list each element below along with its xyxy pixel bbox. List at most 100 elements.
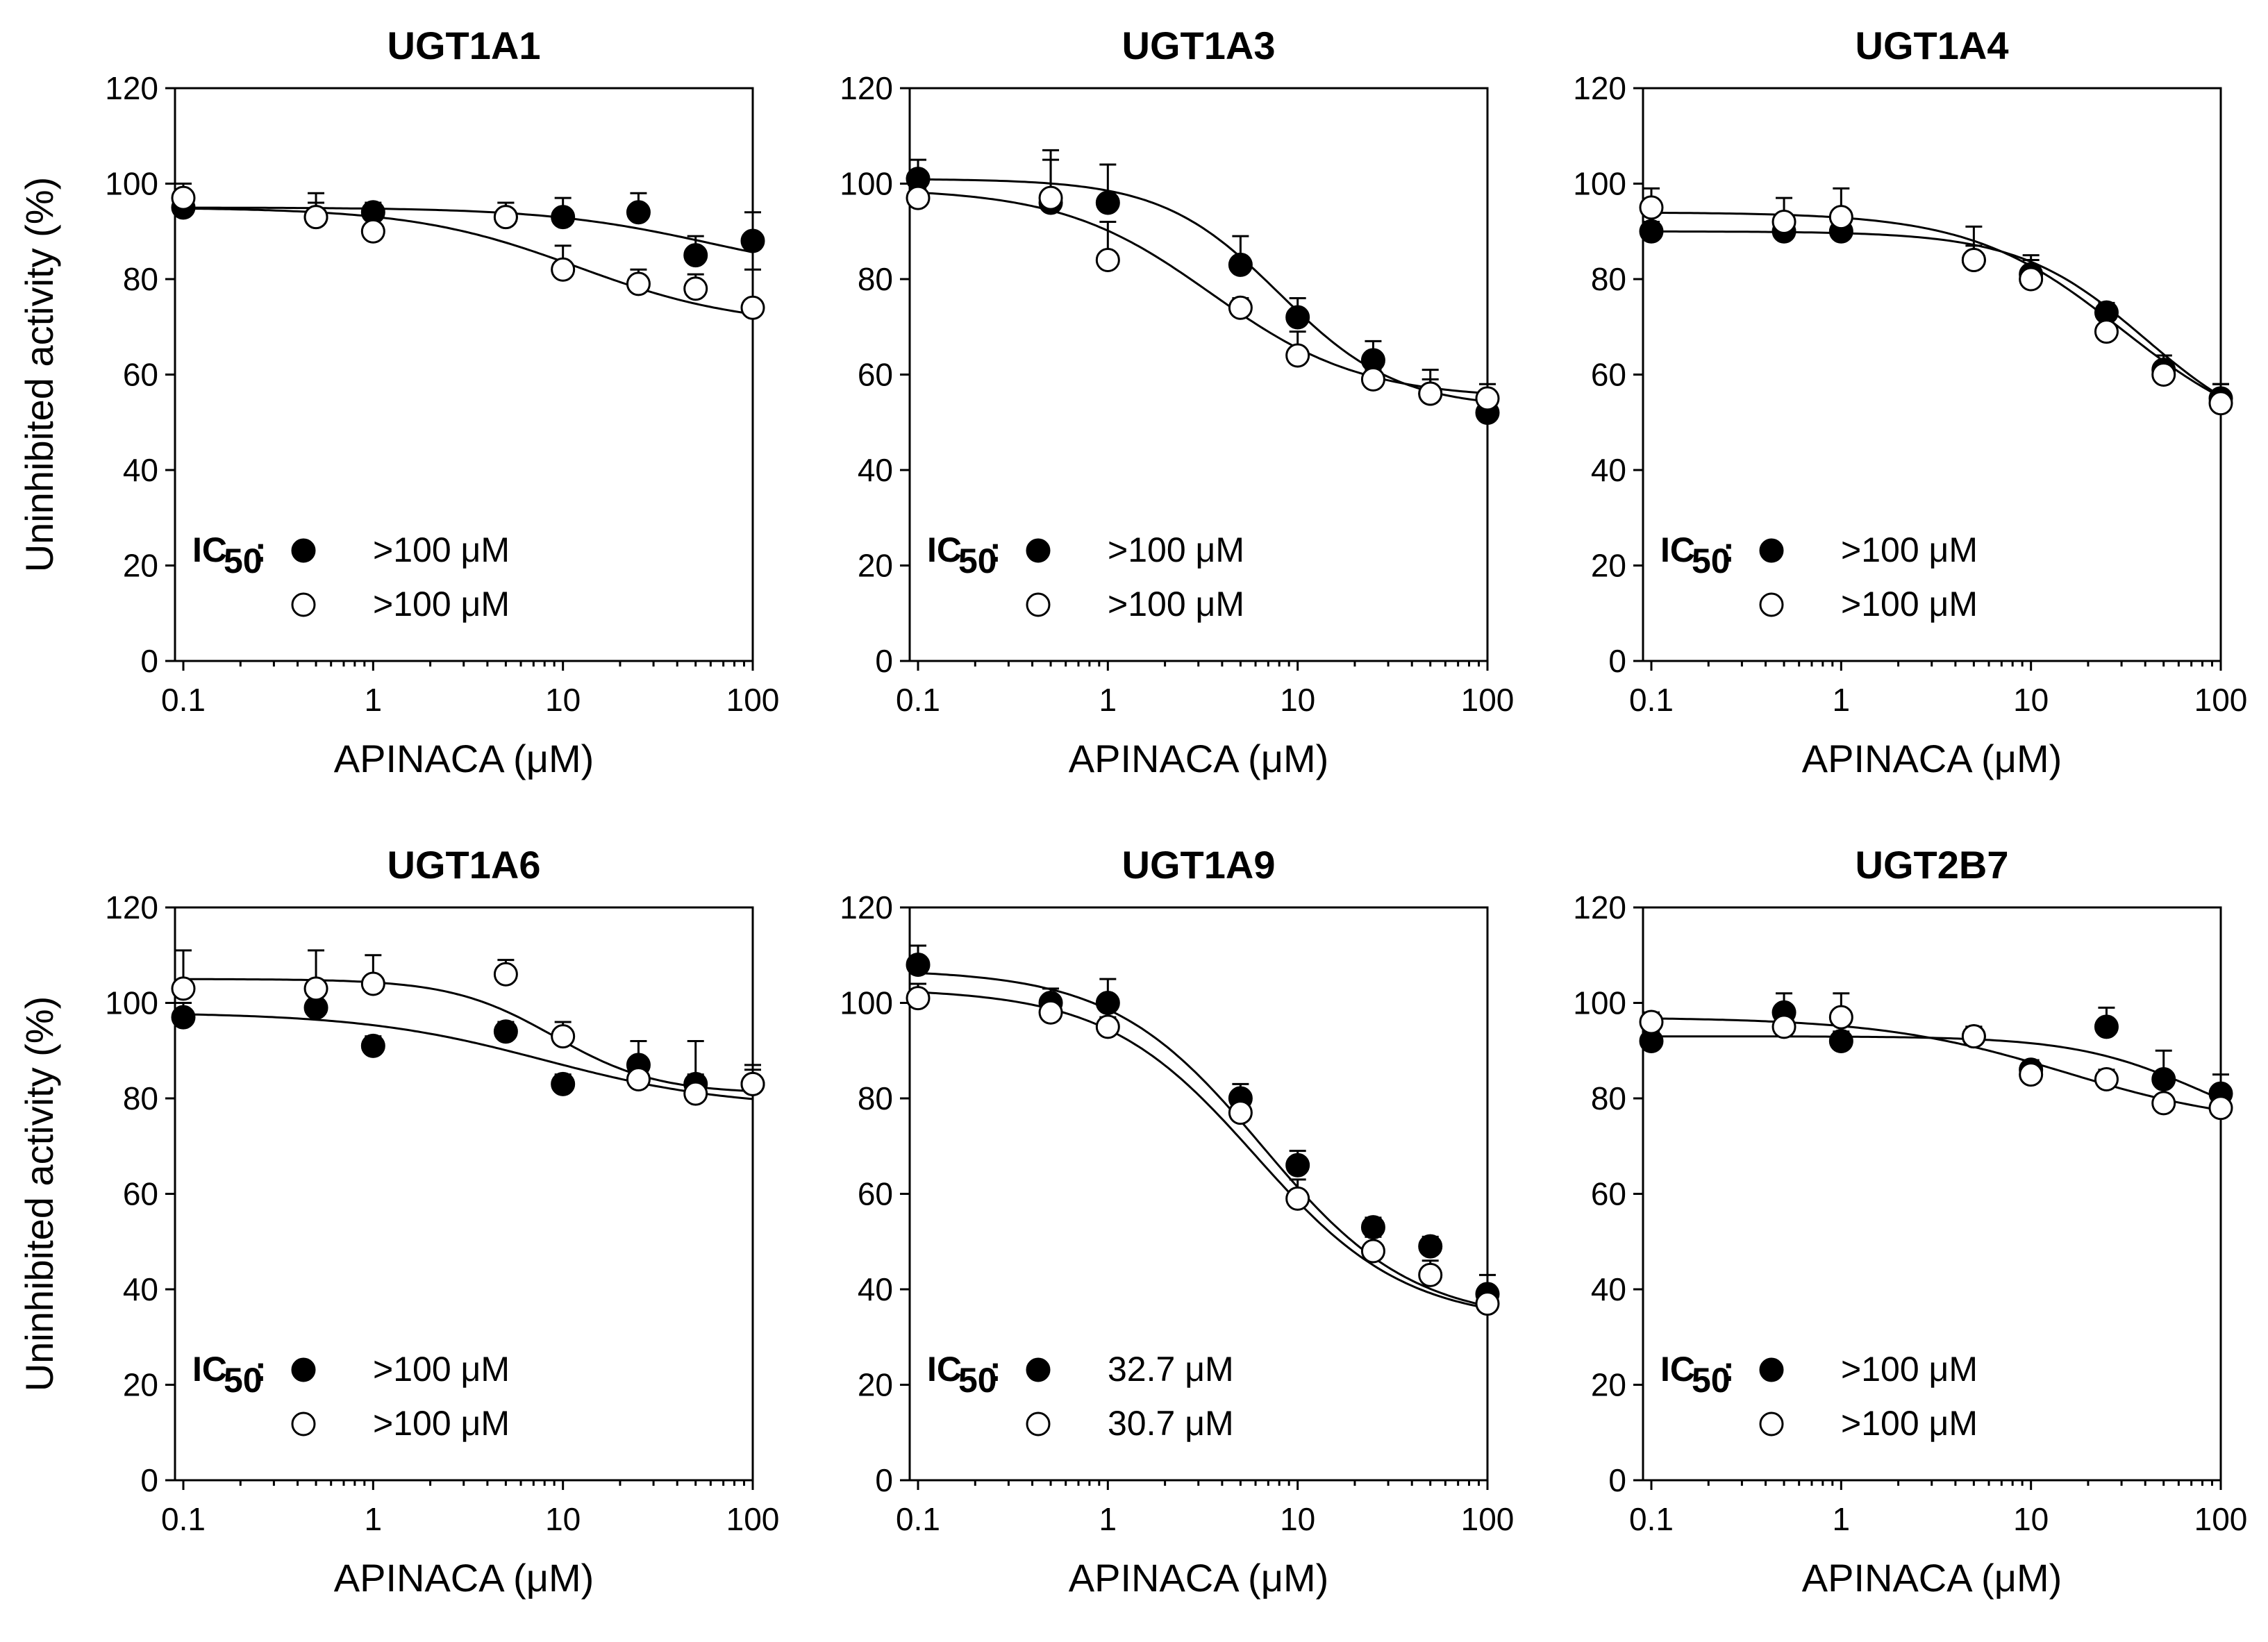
x-tick-label: 10	[2013, 682, 2049, 718]
legend-ic-label: IC	[1660, 1350, 1695, 1389]
x-tick-label: 0.1	[896, 682, 940, 718]
y-tick-label: 20	[858, 1367, 893, 1403]
chart-panel-ugt1a3: UGT1A3 0 20 40 60 80 100 120 0.1 1 10 100 APINACA (μ…	[840, 24, 1514, 780]
data-point-open	[740, 295, 765, 320]
data-point-open	[1228, 1100, 1253, 1125]
data-point-open	[2094, 319, 2119, 344]
y-tick-label: 80	[1591, 1080, 1626, 1116]
legend-subscript: 50	[958, 542, 997, 580]
data-point-open	[1961, 248, 1986, 272]
data-point-filled	[1639, 219, 1664, 244]
legend-subscript: 50	[224, 1361, 262, 1400]
x-tick-label: 10	[1280, 1501, 1315, 1537]
data-point-open	[906, 986, 931, 1011]
data-point-filled	[626, 200, 651, 225]
fit-curve-open	[183, 207, 753, 315]
x-tick-label: 100	[2194, 1501, 2248, 1537]
legend-marker-filled	[1759, 1357, 1784, 1382]
data-point-filled	[551, 1071, 576, 1096]
y-tick-label: 0	[875, 643, 893, 679]
data-point-open	[1038, 1000, 1063, 1025]
x-tick-label: 0.1	[1629, 682, 1674, 718]
data-point-open	[171, 185, 196, 210]
y-tick-label: 40	[858, 1271, 893, 1307]
legend-colon: :	[990, 1350, 1001, 1389]
y-tick-label: 20	[858, 548, 893, 584]
legend-ic-label: IC	[192, 1350, 227, 1389]
data-point-filled	[906, 953, 931, 977]
x-tick-label: 100	[2194, 682, 2248, 718]
y-tick-label: 20	[1591, 548, 1626, 584]
data-point-open	[1475, 386, 1500, 411]
y-tick-label: 100	[840, 166, 893, 202]
data-point-open	[2094, 1067, 2119, 1091]
legend-value: >100 μM	[1108, 585, 1244, 623]
y-tick-label: 40	[858, 452, 893, 488]
legend-subscript: 50	[958, 1361, 997, 1400]
legend-marker-filled	[1026, 1357, 1051, 1382]
fit-curve-open	[1651, 1017, 2221, 1112]
legend-ic-label: IC	[927, 530, 962, 569]
data-point-open	[1285, 1186, 1310, 1211]
y-tick-label: 40	[1591, 1271, 1626, 1307]
y-tick-label: 20	[123, 1367, 158, 1403]
data-point-open	[1285, 343, 1310, 368]
data-point-open	[683, 1081, 708, 1106]
chart-panel-ugt1a9: UGT1A9 0 20 40 60 80 100 120 0.1 1 10 100 APINACA (μ…	[840, 843, 1514, 1600]
y-tick-label: 60	[1591, 1176, 1626, 1212]
y-tick-label: 20	[123, 548, 158, 584]
x-tick-label: 10	[1280, 682, 1315, 718]
x-tick-label: 0.1	[896, 1501, 940, 1537]
x-tick-label: 1	[1833, 682, 1851, 718]
y-tick-label: 120	[1573, 889, 1626, 925]
fit-curve-open	[917, 991, 1488, 1309]
fit-curve-filled	[917, 972, 1488, 1307]
x-tick-label: 0.1	[161, 1501, 206, 1537]
y-tick-label: 60	[858, 1176, 893, 1212]
y-tick-label: 60	[123, 357, 158, 393]
legend-marker-open	[291, 1411, 316, 1436]
data-point-open	[551, 1024, 576, 1049]
data-point-open	[1418, 1262, 1443, 1287]
y-axis-label: Uninhibited activity (%)	[17, 177, 61, 573]
data-point-filled	[1285, 1153, 1310, 1178]
legend-subscript: 50	[1692, 1361, 1731, 1400]
fit-curve-open	[183, 978, 753, 1093]
legend-marker-open	[1026, 592, 1051, 617]
y-tick-label: 60	[123, 1176, 158, 1212]
legend-colon: :	[1723, 530, 1735, 569]
x-tick-label: 100	[726, 682, 780, 718]
legend-ic-label: IC	[927, 1350, 962, 1389]
fit-curve-filled	[1651, 230, 2221, 397]
legend-marker-open	[1759, 1411, 1784, 1436]
legend-value: 30.7 μM	[1108, 1404, 1234, 1443]
chart-title: UGT1A9	[1122, 843, 1276, 887]
data-point-open	[683, 276, 708, 301]
y-tick-label: 0	[140, 1462, 158, 1498]
legend-colon: :	[255, 1350, 267, 1389]
fit-curve-filled	[183, 206, 753, 253]
x-tick-label: 1	[1099, 1501, 1117, 1537]
data-point-filled	[1418, 1234, 1443, 1259]
x-tick-label: 0.1	[1629, 1501, 1674, 1537]
data-point-open	[1639, 195, 1664, 220]
legend-marker-filled	[291, 538, 316, 563]
x-axis-label: APINACA (μM)	[1069, 1556, 1329, 1600]
x-tick-label: 1	[365, 1501, 383, 1537]
legend-colon: :	[255, 530, 267, 569]
data-point-filled	[1285, 305, 1310, 330]
data-point-open	[303, 205, 328, 230]
legend-value: >100 μM	[373, 530, 510, 569]
y-tick-label: 0	[1608, 643, 1626, 679]
data-point-filled	[683, 243, 708, 268]
y-tick-label: 40	[123, 1271, 158, 1307]
data-point-open	[1360, 1239, 1385, 1264]
y-tick-label: 40	[123, 452, 158, 488]
legend-ic-label: IC	[1660, 530, 1695, 569]
data-point-open	[626, 1067, 651, 1091]
